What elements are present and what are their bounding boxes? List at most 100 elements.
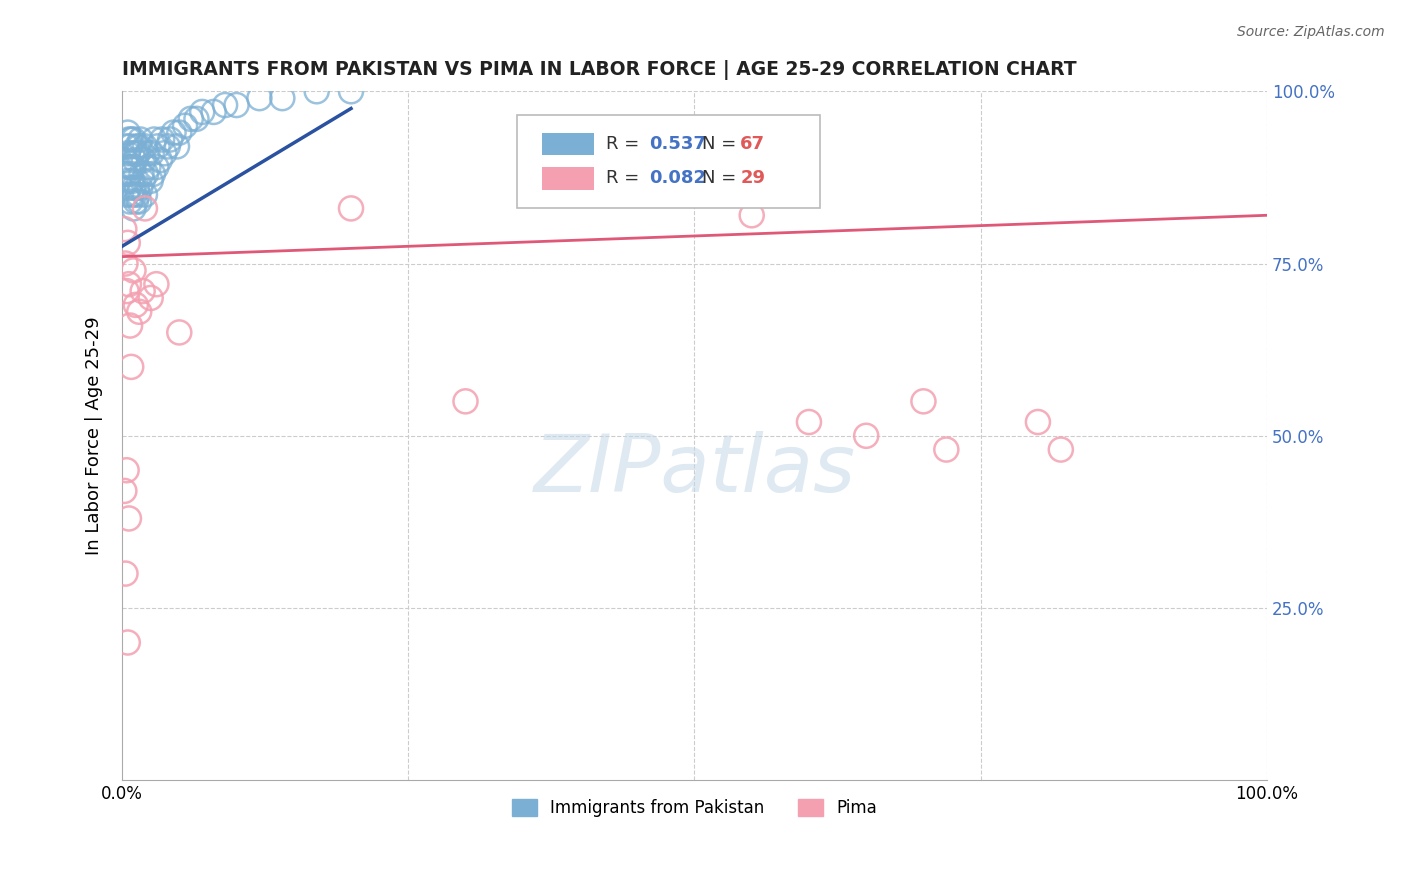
FancyBboxPatch shape xyxy=(543,133,593,155)
Point xyxy=(191,104,214,119)
Point xyxy=(118,132,141,146)
Point xyxy=(131,284,153,298)
Point xyxy=(122,132,145,146)
Point xyxy=(249,91,271,105)
Point xyxy=(114,153,136,168)
Point xyxy=(340,84,363,98)
Point xyxy=(166,139,188,153)
Point xyxy=(855,429,877,443)
Point xyxy=(120,187,142,202)
Text: 0.537: 0.537 xyxy=(648,135,706,153)
Point xyxy=(1026,415,1049,429)
Point xyxy=(134,139,156,153)
Point xyxy=(142,167,165,181)
Point xyxy=(117,126,139,140)
Point xyxy=(125,298,148,312)
Point xyxy=(122,263,145,277)
Point xyxy=(134,202,156,216)
Point xyxy=(153,146,176,161)
Point xyxy=(117,146,139,161)
Point xyxy=(127,146,149,161)
Point xyxy=(129,180,152,194)
Point xyxy=(454,394,477,409)
Point xyxy=(149,153,172,168)
Point xyxy=(118,160,141,174)
Point xyxy=(128,194,150,209)
Point xyxy=(128,305,150,319)
Point xyxy=(115,463,138,477)
Point xyxy=(131,167,153,181)
Point xyxy=(120,160,142,174)
Point xyxy=(271,91,294,105)
Point xyxy=(150,132,173,146)
Point xyxy=(131,174,153,188)
Point xyxy=(112,167,135,181)
Point xyxy=(159,132,181,146)
Point xyxy=(124,153,146,168)
Text: 67: 67 xyxy=(741,135,765,153)
Point xyxy=(118,180,141,194)
Point xyxy=(128,139,150,153)
Point xyxy=(134,187,156,202)
Point xyxy=(145,160,167,174)
Point xyxy=(138,160,160,174)
Text: 29: 29 xyxy=(741,169,765,187)
Point xyxy=(169,126,191,140)
Point xyxy=(797,415,820,429)
Text: 0.082: 0.082 xyxy=(648,169,706,187)
Text: N =: N = xyxy=(703,135,742,153)
Point xyxy=(1049,442,1071,457)
Point xyxy=(141,146,163,161)
Point xyxy=(741,208,763,222)
Point xyxy=(121,174,143,188)
Point xyxy=(117,174,139,188)
Point xyxy=(125,139,148,153)
Point xyxy=(117,235,139,250)
Point xyxy=(132,153,155,168)
Point xyxy=(202,104,225,119)
Point xyxy=(180,112,202,126)
Text: R =: R = xyxy=(606,169,645,187)
Point xyxy=(112,222,135,236)
Point xyxy=(118,277,141,292)
Point xyxy=(125,180,148,194)
Point xyxy=(120,139,142,153)
Point xyxy=(124,187,146,202)
Point xyxy=(117,635,139,649)
Text: R =: R = xyxy=(606,135,645,153)
Point xyxy=(162,126,184,140)
Legend: Immigrants from Pakistan, Pima: Immigrants from Pakistan, Pima xyxy=(505,792,883,823)
Point xyxy=(121,146,143,161)
Point xyxy=(174,119,197,133)
Point xyxy=(145,277,167,292)
Point xyxy=(120,318,142,333)
Point xyxy=(186,112,208,126)
Text: Source: ZipAtlas.com: Source: ZipAtlas.com xyxy=(1237,25,1385,39)
Point xyxy=(214,98,236,112)
Point xyxy=(156,139,179,153)
Point xyxy=(112,483,135,498)
Point xyxy=(114,256,136,270)
Point xyxy=(139,291,162,305)
Point xyxy=(912,394,935,409)
Point xyxy=(115,284,138,298)
Point xyxy=(120,359,142,374)
Point xyxy=(115,139,138,153)
Text: IMMIGRANTS FROM PAKISTAN VS PIMA IN LABOR FORCE | AGE 25-29 CORRELATION CHART: IMMIGRANTS FROM PAKISTAN VS PIMA IN LABO… xyxy=(122,60,1077,79)
Text: ZIPatlas: ZIPatlas xyxy=(533,431,855,509)
Point xyxy=(136,146,159,161)
Point xyxy=(129,132,152,146)
Point xyxy=(127,187,149,202)
Point xyxy=(125,146,148,161)
Point xyxy=(114,566,136,581)
Point xyxy=(146,139,169,153)
Point xyxy=(935,442,957,457)
Y-axis label: In Labor Force | Age 25-29: In Labor Force | Age 25-29 xyxy=(86,317,103,555)
Point xyxy=(340,202,363,216)
Text: N =: N = xyxy=(703,169,742,187)
Point xyxy=(115,187,138,202)
Point xyxy=(169,326,191,340)
Point xyxy=(135,167,157,181)
Point xyxy=(118,511,141,525)
Point xyxy=(120,132,142,146)
